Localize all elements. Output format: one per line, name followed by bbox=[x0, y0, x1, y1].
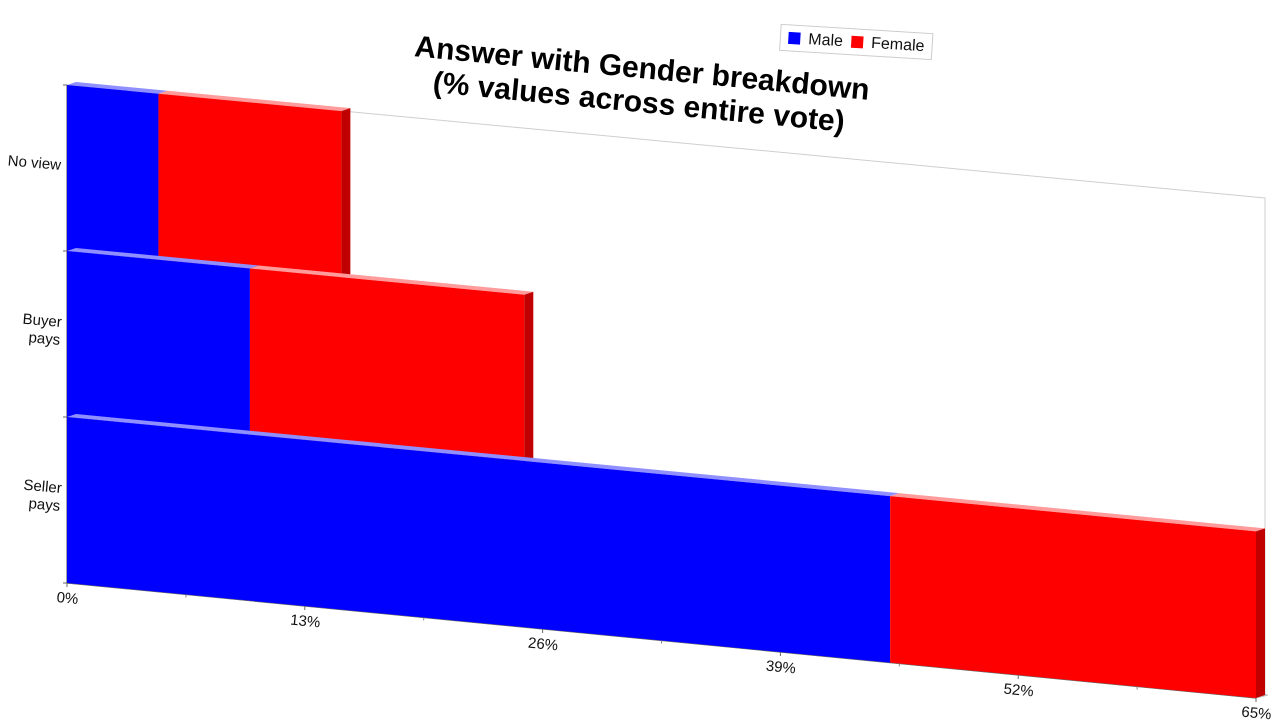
bar-side-buyer-pays bbox=[524, 291, 534, 461]
bar-male-no-view bbox=[67, 85, 159, 260]
legend-swatch-male bbox=[788, 31, 801, 45]
y-tick-label-line: Seller bbox=[23, 477, 63, 497]
x-tick-label: 65% bbox=[1241, 704, 1273, 720]
bar-male-buyer-pays bbox=[67, 251, 250, 435]
legend-swatch-female bbox=[850, 35, 864, 49]
bar-side-no-view bbox=[341, 108, 351, 278]
bar-top-male-seller-pays bbox=[67, 414, 900, 497]
bar-top-female-seller-pays bbox=[890, 493, 1265, 532]
y-tick-label-line: pays bbox=[28, 329, 61, 349]
legend-label-male: Male bbox=[808, 31, 844, 50]
legend-box: Male Female bbox=[779, 23, 934, 61]
bar-female-buyer-pays bbox=[249, 268, 525, 461]
x-tick-label: 39% bbox=[765, 658, 797, 678]
bar-top-female-no-view bbox=[158, 90, 351, 112]
x-tick-label: 52% bbox=[1003, 681, 1035, 701]
y-tick-label: Buyerpays bbox=[20, 311, 62, 349]
bar-side-seller-pays bbox=[1256, 528, 1265, 698]
y-tick-label-line: Buyer bbox=[22, 311, 63, 331]
bar-top-male-no-view bbox=[67, 82, 168, 94]
x-tick-label: 13% bbox=[289, 612, 321, 632]
legend: Male Female bbox=[779, 23, 934, 61]
bar-male-seller-pays bbox=[67, 417, 891, 663]
bar-top-male-buyer-pays bbox=[67, 248, 259, 269]
x-tick-label: 26% bbox=[527, 635, 559, 655]
bar-female-seller-pays bbox=[890, 496, 1256, 698]
legend-label-female: Female bbox=[871, 35, 925, 55]
plot-area: No viewBuyerpaysSellerpays0%13%26%39%52%… bbox=[7, 82, 1272, 720]
bar-female-no-view bbox=[158, 93, 342, 278]
y-tick-label: No view bbox=[7, 152, 62, 174]
y-tick-label-line: No view bbox=[7, 152, 62, 174]
x-tick-label: 0% bbox=[56, 589, 79, 608]
y-tick-label-line: pays bbox=[28, 495, 61, 515]
y-tick-label: Sellerpays bbox=[21, 477, 62, 515]
bar-top-female-buyer-pays bbox=[249, 265, 534, 295]
